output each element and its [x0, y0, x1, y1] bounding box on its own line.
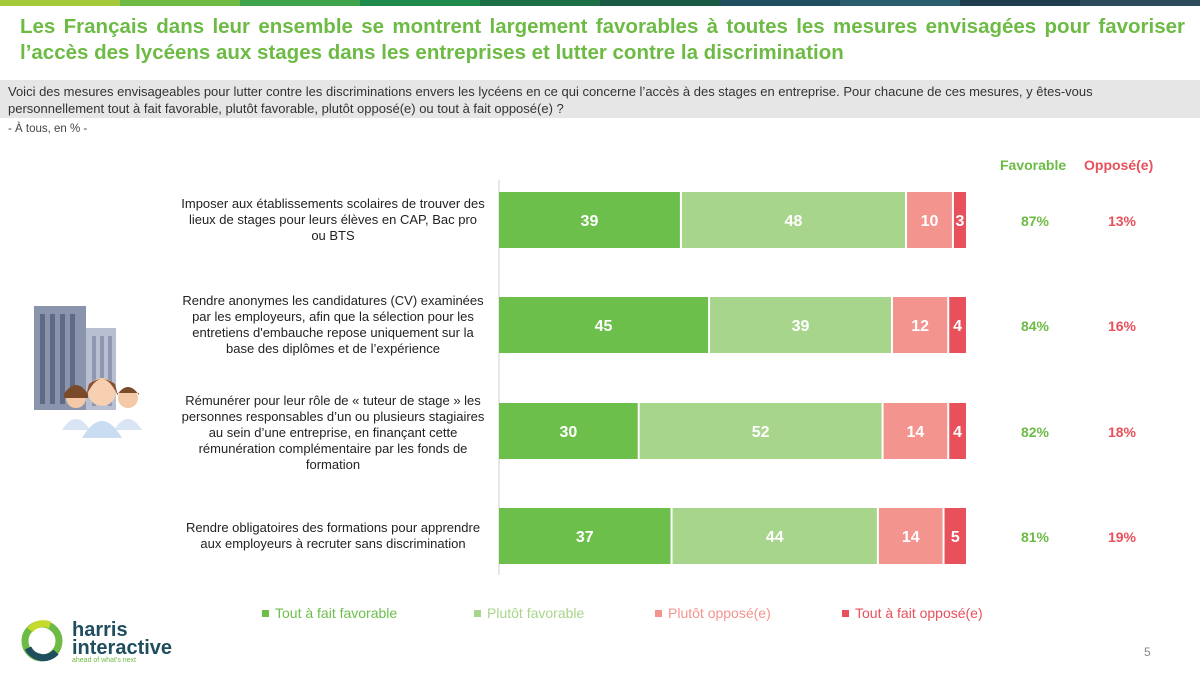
bar-segment [883, 403, 948, 459]
top-bar-segment [360, 0, 480, 6]
legend-swatch [655, 609, 662, 617]
legend-label: Plutôt opposé(e) [668, 605, 771, 621]
bar-segment [949, 297, 966, 353]
top-bar-segment [1080, 0, 1200, 6]
bar-value-label: 10 [921, 213, 939, 230]
logo-tagline: ahead of what's next [72, 657, 136, 664]
legend-item-tout-favorable: Tout à fait favorable [262, 605, 397, 621]
page-title: Les Français dans leur ensemble se montr… [20, 15, 1185, 64]
oppose-total-2: 16% [1107, 318, 1137, 334]
row-label-4: Rendre obligatoires des formations pour … [185, 520, 481, 551]
oppose-total-3: 18% [1107, 424, 1137, 440]
legend-swatch [842, 609, 849, 617]
top-bar-segment [240, 0, 360, 6]
bar-segment [878, 508, 943, 564]
row-label-3: Rémunérer pour leur rôle de « tuteur de … [181, 393, 485, 472]
bar-value-label: 5 [951, 529, 960, 546]
bar-segment [944, 508, 966, 564]
bar-value-label: 3 [956, 213, 965, 230]
bar-value-label: 14 [907, 424, 925, 441]
top-bar-segment [600, 0, 720, 6]
oppose-total-4: 19% [1107, 529, 1137, 545]
bar-segment [672, 508, 877, 564]
bar-value-label: 4 [953, 424, 962, 441]
harris-interactive-logo: harris interactive ahead of what's next [20, 618, 190, 666]
bar-value-label: 52 [752, 424, 770, 441]
top-bar-segment [480, 0, 600, 6]
legend-item-plutot-favorable: Plutôt favorable [474, 605, 584, 621]
bar-segment [499, 192, 680, 248]
favorable-total-1: 87% [1020, 213, 1050, 229]
bar-value-label: 44 [766, 529, 784, 546]
legend-item-tout-oppose: Tout à fait opposé(e) [842, 605, 983, 621]
bar-segment [639, 403, 882, 459]
bar-value-label: 45 [595, 318, 613, 335]
bar-segment [681, 192, 906, 248]
bar-value-label: 14 [902, 529, 920, 546]
bar-segment [499, 508, 671, 564]
legend-swatch [262, 609, 269, 617]
bar-value-label: 30 [559, 424, 577, 441]
legend-swatch [474, 609, 481, 617]
bar-value-label: 4 [953, 318, 962, 335]
oppose-total-1: 13% [1107, 213, 1137, 229]
logo-mark-icon [21, 620, 63, 662]
legend-item-plutot-oppose: Plutôt opposé(e) [655, 605, 771, 621]
legend-label: Tout à fait opposé(e) [855, 605, 983, 621]
legend-label: Tout à fait favorable [275, 605, 398, 621]
bar-segment [499, 403, 638, 459]
bar-value-label: 48 [785, 213, 803, 230]
bar-segment [907, 192, 952, 248]
bar-segment [892, 297, 948, 353]
favorable-total-2: 84% [1020, 318, 1050, 334]
top-color-bar [0, 0, 1200, 6]
bar-value-label: 39 [581, 213, 599, 230]
logo-text-interactive: interactive [72, 637, 173, 659]
bar-segment [949, 403, 966, 459]
top-bar-segment [720, 0, 840, 6]
bar-segment [710, 297, 891, 353]
row-label-2: Rendre anonymes les candidatures (CV) ex… [182, 293, 484, 356]
top-bar-segment [960, 0, 1080, 6]
question-text: Voici des mesures envisageables pour lut… [0, 80, 1200, 118]
person-icon [88, 378, 116, 406]
row-label-1: Imposer aux établissements scolaires de … [181, 196, 485, 243]
buildings-people-illustration [34, 306, 142, 438]
base-note: - À tous, en % - [8, 123, 88, 135]
legend-label: Plutôt favorable [487, 605, 585, 621]
oppose-column-header: Opposé(e) [1084, 157, 1154, 173]
stacked-bar-chart: 39 48 10 3 45 39 12 4 30 52 14 4 37 44 14 5 [498, 180, 966, 575]
bar-value-label: 39 [792, 318, 810, 335]
favorable-total-4: 81% [1020, 529, 1050, 545]
bar-segment [953, 192, 966, 248]
favorable-total-3: 82% [1020, 424, 1050, 440]
bar-value-label: 12 [911, 318, 929, 335]
top-bar-segment [120, 0, 240, 6]
logo-text-harris: harris [72, 619, 128, 641]
favorable-column-header: Favorable [1000, 157, 1067, 173]
top-bar-segment [840, 0, 960, 6]
bar-value-label: 37 [576, 529, 594, 546]
page-number: 5 [1144, 645, 1151, 659]
top-bar-segment [0, 0, 120, 6]
bar-segment [499, 297, 709, 353]
